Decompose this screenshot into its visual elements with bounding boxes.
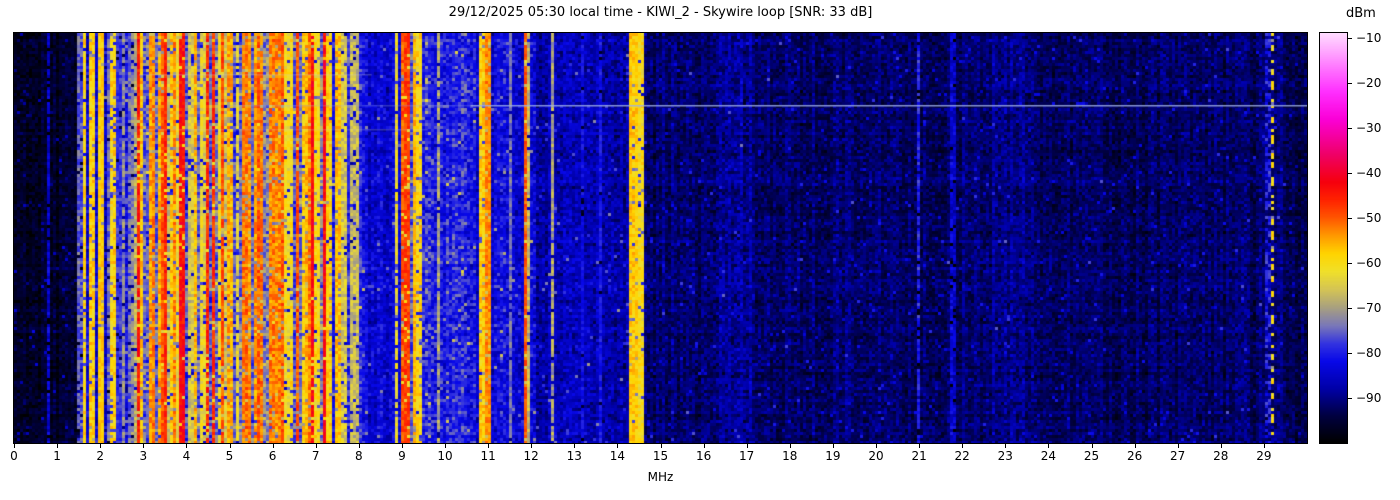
- plot-area: [13, 32, 1308, 444]
- x-tick-mark: [1177, 444, 1179, 448]
- x-tick-mark: [14, 444, 15, 448]
- colorbar-tick-mark: [1348, 217, 1352, 219]
- x-tick-label: 7: [311, 449, 320, 463]
- x-tick-label: 25: [1083, 449, 1100, 463]
- x-tick-label: 1: [53, 449, 61, 463]
- x-tick-mark: [574, 444, 576, 448]
- x-tick-label: 12: [523, 449, 539, 463]
- x-tick-label: 9: [398, 449, 406, 463]
- x-tick-mark: [358, 444, 360, 448]
- x-tick-mark: [1048, 444, 1050, 448]
- x-tick-label: 24: [1040, 449, 1057, 463]
- x-tick-label: 3: [139, 449, 148, 463]
- x-tick-label: 4: [182, 449, 191, 463]
- x-tick-mark: [272, 444, 274, 448]
- x-tick-label: 27: [1170, 449, 1186, 463]
- colorbar-gradient: [1320, 33, 1347, 443]
- x-tick-mark: [617, 444, 619, 448]
- x-tick-mark: [186, 444, 188, 448]
- x-axis-label: MHz: [647, 470, 674, 484]
- colorbar-tick-mark: [1348, 127, 1352, 129]
- x-tick-label: 6: [268, 449, 277, 463]
- x-tick-mark: [531, 444, 533, 448]
- x-tick-label: 20: [868, 449, 884, 463]
- x-tick-mark: [1263, 444, 1265, 448]
- x-tick-mark: [919, 444, 921, 448]
- colorbar-tick-mark: [1348, 172, 1352, 174]
- x-tick-mark: [488, 444, 490, 448]
- colorbar-label: dBm: [1346, 6, 1376, 21]
- x-tick-label: 26: [1126, 449, 1143, 463]
- colorbar-tick-label: −30: [1356, 120, 1382, 135]
- colorbar-tick-label: −50: [1356, 210, 1382, 225]
- x-tick-mark: [832, 444, 834, 448]
- x-tick-label: 8: [354, 449, 363, 463]
- x-tick-mark: [315, 444, 317, 448]
- x-tick-mark: [876, 444, 877, 448]
- x-tick-mark: [57, 444, 59, 448]
- x-tick-mark: [1220, 444, 1222, 448]
- x-tick-label: 13: [566, 449, 582, 463]
- colorbar-tick-mark: [1348, 262, 1352, 264]
- colorbar-tick-label: −60: [1356, 255, 1382, 270]
- chart-title: 29/12/2025 05:30 local time - KIWI_2 - S…: [448, 5, 873, 20]
- x-tick-label: 23: [997, 449, 1013, 463]
- colorbar: [1319, 32, 1348, 444]
- x-tick-mark: [229, 444, 231, 448]
- x-tick-mark: [789, 444, 791, 448]
- x-tick-label: 19: [825, 449, 841, 463]
- x-tick-mark: [445, 444, 446, 448]
- colorbar-tick-label: −70: [1356, 300, 1382, 315]
- x-tick-label: 0: [10, 449, 18, 463]
- colorbar-tick-label: −10: [1356, 30, 1382, 45]
- x-tick-label: 15: [652, 449, 669, 463]
- x-tick-label: 28: [1213, 449, 1229, 463]
- x-tick-label: 5: [225, 449, 234, 463]
- x-tick-label: 2: [96, 449, 105, 463]
- x-tick-mark: [1134, 444, 1136, 448]
- x-tick-label: 14: [609, 449, 626, 463]
- x-tick-label: 22: [954, 449, 970, 463]
- x-tick-label: 10: [437, 449, 453, 463]
- x-tick-mark: [143, 444, 145, 448]
- colorbar-tick-mark: [1348, 352, 1352, 354]
- x-tick-mark: [703, 444, 705, 448]
- colorbar-tick-label: −40: [1356, 165, 1382, 180]
- x-tick-label: 29: [1256, 449, 1272, 463]
- colorbar-tick-label: −90: [1356, 390, 1382, 405]
- x-tick-mark: [1005, 444, 1007, 448]
- x-tick-mark: [962, 444, 964, 448]
- colorbar-tick-mark: [1348, 397, 1352, 399]
- spectrogram-canvas: [14, 33, 1307, 443]
- x-tick-label: 17: [739, 449, 755, 463]
- x-tick-label: 11: [480, 449, 496, 463]
- colorbar-tick-label: −20: [1356, 75, 1382, 90]
- x-tick-mark: [100, 444, 102, 448]
- x-tick-mark: [401, 444, 403, 448]
- x-tick-mark: [660, 444, 662, 448]
- colorbar-tick-mark: [1348, 307, 1352, 309]
- colorbar-tick-mark: [1348, 82, 1352, 84]
- x-tick-mark: [746, 444, 748, 448]
- colorbar-tick-label: −80: [1356, 345, 1382, 360]
- x-tick-label: 16: [695, 449, 712, 463]
- colorbar-tick-mark: [1348, 37, 1352, 39]
- x-tick-label: 18: [782, 449, 798, 463]
- x-tick-label: 21: [911, 449, 927, 463]
- x-tick-mark: [1091, 444, 1093, 448]
